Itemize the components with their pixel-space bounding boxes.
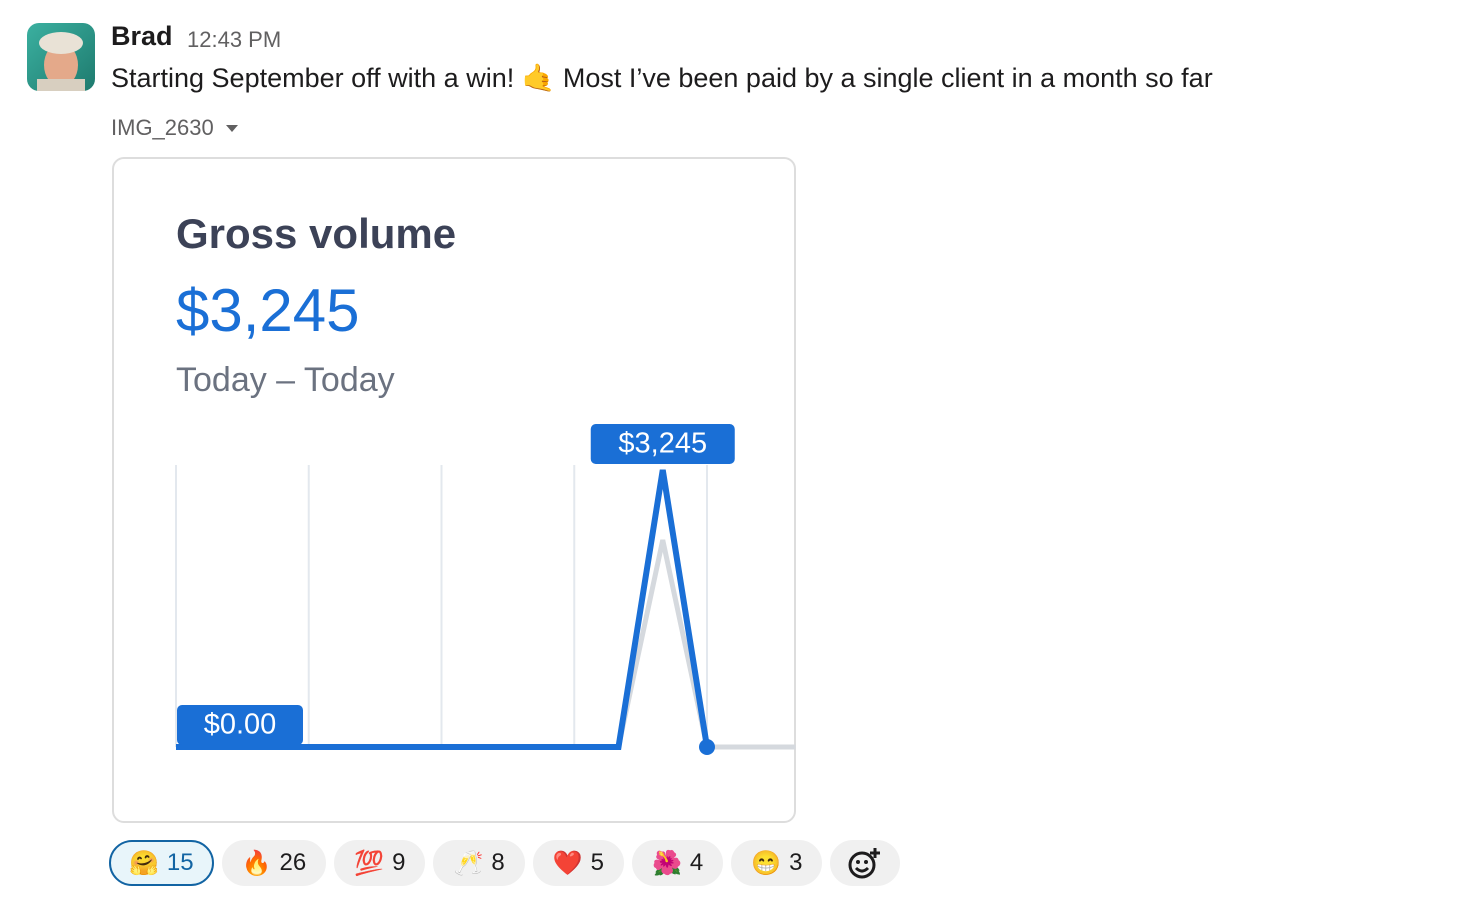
reaction-emoji: 🔥: [241, 849, 272, 877]
reaction[interactable]: ❤️ 5: [532, 840, 624, 886]
reaction-count: 26: [279, 849, 307, 876]
reaction[interactable]: 🔥 26: [221, 840, 327, 886]
reaction-count: 8: [491, 849, 505, 876]
attachment-name[interactable]: IMG_2630: [111, 115, 240, 141]
reaction-emoji: 🌺: [651, 849, 682, 877]
date-range: Today – Today: [176, 361, 395, 399]
reaction[interactable]: 😁 3: [731, 840, 823, 886]
file-name: IMG_2630: [111, 115, 214, 140]
reaction-count: 5: [590, 849, 604, 876]
reaction-emoji: 🥂: [453, 849, 484, 877]
reaction-emoji: 😁: [751, 849, 782, 877]
message-text: Starting September off with a win! 🤙 Mos…: [111, 63, 1213, 93]
reaction[interactable]: 🌺 4: [631, 840, 724, 886]
reaction-emoji: 💯: [354, 849, 385, 877]
timestamp[interactable]: 12:43 PM: [187, 27, 282, 52]
reaction-emoji: ❤️: [552, 849, 583, 877]
image-frame[interactable]: [112, 157, 796, 823]
reaction[interactable]: 🤗 15: [109, 840, 214, 886]
avatar[interactable]: [27, 23, 95, 91]
add-reaction[interactable]: [830, 840, 901, 886]
reaction-count: 4: [689, 849, 704, 876]
reaction[interactable]: 💯 9: [334, 840, 426, 886]
author[interactable]: Brad: [111, 21, 173, 51]
reaction-emoji: 🤗: [129, 849, 159, 877]
reaction-count: 3: [789, 849, 803, 876]
add-reaction-icon: [848, 848, 881, 879]
amount: $3,245: [176, 277, 360, 344]
reaction-count: 15: [166, 849, 194, 876]
reaction-count: 9: [392, 849, 406, 876]
reaction[interactable]: 🥂 8: [433, 840, 525, 886]
reactions: 🤗 15 🔥 26 💯 9 🥂 8 ❤️ 5 🌺 4 😁 3: [109, 840, 901, 886]
caret: [225, 125, 238, 132]
image-title: Gross volume: [176, 210, 457, 257]
